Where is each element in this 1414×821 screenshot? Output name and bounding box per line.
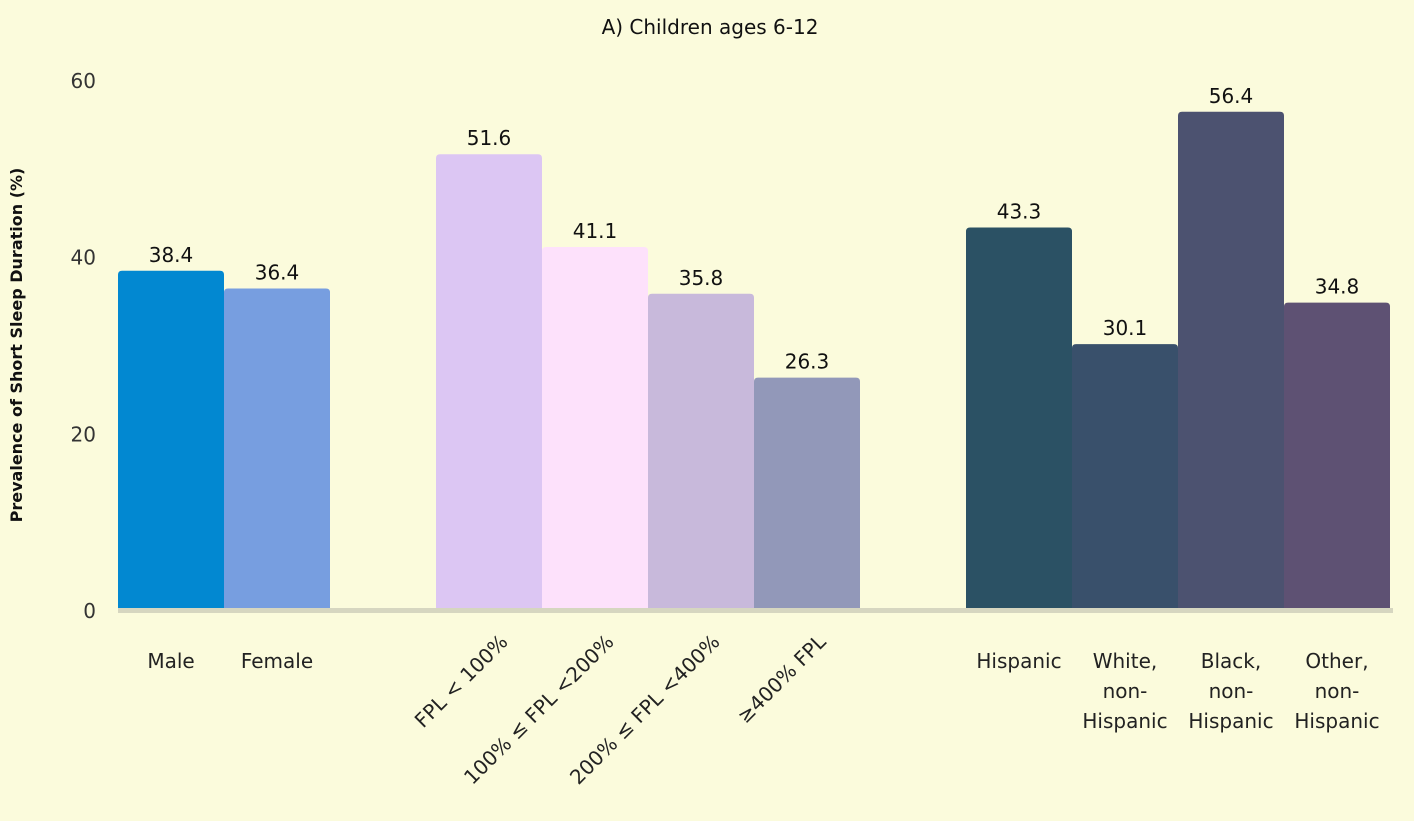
- x-tick-label: White, non-Hispanic: [1082, 649, 1167, 733]
- bar: [436, 154, 542, 610]
- bar: [1284, 302, 1390, 610]
- data-label: 51.6: [467, 126, 512, 150]
- bar: [1178, 111, 1284, 611]
- data-label: 30.1: [1103, 316, 1148, 340]
- data-label: 36.4: [255, 260, 300, 284]
- x-axis-line: [118, 608, 1393, 613]
- x-tick-label: Hispanic: [976, 649, 1061, 673]
- y-tick-label: 40: [71, 246, 96, 270]
- x-tick-label: ≥400% FPL: [732, 629, 831, 728]
- x-tick-label: Other, non-Hispanic: [1294, 649, 1379, 733]
- bar: [224, 288, 330, 610]
- data-label: 38.4: [149, 243, 194, 267]
- y-tick-label: 20: [71, 422, 96, 446]
- x-tick-label: Female: [241, 649, 313, 673]
- x-axis-tick-labels: Male Female FPL < 100%100% ≤ FPL <200%200%…: [147, 629, 1379, 789]
- bar: [1072, 344, 1178, 610]
- data-label: 41.1: [573, 219, 618, 243]
- y-axis-ticks: 0 20 40 60: [71, 69, 96, 623]
- y-tick-label: 0: [83, 599, 96, 623]
- data-label: 43.3: [997, 200, 1042, 224]
- bar: [542, 246, 648, 610]
- data-label: 56.4: [1209, 84, 1254, 108]
- data-label: 26.3: [785, 350, 830, 374]
- y-tick-label: 60: [71, 69, 96, 93]
- x-tick-label: Male: [147, 649, 194, 673]
- y-axis-label: Prevalence of Short Sleep Duration (%): [7, 168, 26, 523]
- data-labels-layer: 38.4 36.4 51.6 41.1 35.8 26.3 43.3 30.1 56.4 34.8: [149, 84, 1360, 374]
- x-tick-label: Black, non-Hispanic: [1188, 649, 1273, 733]
- bar: [118, 270, 224, 610]
- bar: [754, 377, 860, 610]
- bars-layer: [118, 111, 1390, 611]
- bar: [648, 293, 754, 610]
- x-tick-label: FPL < 100%: [410, 630, 513, 733]
- data-label: 34.8: [1315, 275, 1360, 299]
- data-label: 35.8: [679, 266, 724, 290]
- bar: [966, 227, 1072, 610]
- chart-title: A) Children ages 6-12: [602, 15, 819, 39]
